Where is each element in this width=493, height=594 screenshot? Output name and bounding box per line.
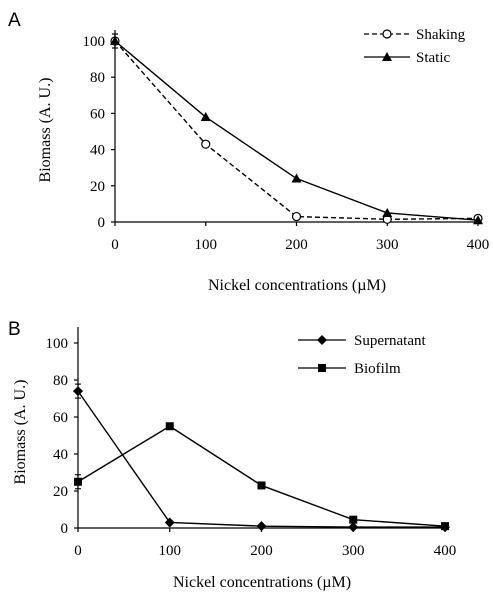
series-line-shaking [114,40,479,220]
data-point-biofilm [441,522,449,531]
series-line-supernatant [77,390,445,528]
data-point-static [110,36,120,45]
panel-b-x-ticks: 0 100 200 300 400 [74,528,456,559]
panel-a-series [110,33,483,225]
panel-a-legend: Shaking Static [364,27,466,66]
panel-a: A 0 20 40 60 80 100 0 100 200 300 400 Nickel conc… [8,10,489,294]
legend-label-supernatant: Supernatant [354,333,426,349]
panel-a-y-ticks: 0 20 40 60 80 100 [83,34,115,231]
panel-b-y-tick-label: 40 [53,447,68,463]
data-point-shaking [291,211,302,222]
data-point-supernatant [256,521,267,532]
legend-marker-biofilm [318,364,326,372]
panel-b-y-tick-label: 0 [61,521,69,537]
data-point-supernatant [348,522,359,533]
panel-a-x-ticks: 0 100 200 300 400 [111,222,489,253]
panel-a-x-tick-label: 0 [111,237,119,253]
panel-a-y-tick-label: 100 [83,34,106,50]
panel-a-y-tick-label: 0 [98,215,106,231]
data-point-supernatant [164,517,175,528]
panel-a-y-axis-label: Biomass (A. U.) [37,78,54,183]
legend-label-shaking: Shaking [416,27,466,43]
series-line-static [114,40,479,221]
panel-b-y-tick-label: 100 [46,336,69,352]
panel-b-letter: B [8,319,21,340]
data-point-static [200,112,211,122]
series-line-biofilm [77,425,446,527]
data-point-static [382,207,393,217]
panel-a-x-tick-label: 200 [285,237,308,253]
panel-b-x-tick-label: 0 [74,543,82,559]
panel-a-y-tick-label: 80 [90,70,105,86]
legend-marker-supernatant [317,335,327,345]
panel-b-x-tick-label: 100 [159,543,182,559]
panel-b-legend: Supernatant Biofilm [298,333,426,377]
panel-b-x-tick-label: 200 [250,543,273,559]
data-point-static [291,173,302,183]
legend-marker-static [382,52,392,61]
panel-b-y-tick-label: 80 [53,373,68,389]
panel-a-x-tick-label: 100 [195,237,218,253]
panel-b-y-axis-label: Biomass (A. U.) [12,380,29,485]
panel-b-y-tick-label: 20 [53,484,68,500]
panel-b-x-axis-label: Nickel concentrations (µM) [173,574,351,591]
legend-marker-shaking [382,29,392,39]
panel-b-y-ticks: 0 20 40 60 80 100 [46,336,78,537]
panel-a-y-tick-label: 20 [90,179,105,195]
panel-b-x-tick-label: 400 [434,543,457,559]
legend-label-static: Static [416,50,451,66]
data-point-biofilm [165,422,174,431]
panel-b-series [73,383,450,533]
legend-label-biofilm: Biofilm [354,361,401,377]
panel-a-x-tick-label: 400 [467,237,490,253]
panel-a-y-tick-label: 40 [90,143,105,159]
panel-b-x-tick-label: 300 [342,543,365,559]
panel-a-letter: A [8,10,21,31]
panel-b-y-tick-label: 60 [53,410,68,426]
data-point-biofilm [349,515,358,524]
panel-a-y-tick-label: 60 [90,106,105,122]
data-point-static [473,215,483,225]
data-point-biofilm [74,477,82,486]
panel-a-x-axis-label: Nickel concentrations (µM) [208,277,386,294]
data-point-shaking [201,139,211,149]
panel-a-x-tick-label: 300 [376,237,399,253]
panel-b: B 0 20 40 60 80 100 0 100 200 300 400 Nickel conc… [8,319,456,591]
data-point-biofilm [257,481,266,490]
data-point-supernatant [73,386,83,397]
